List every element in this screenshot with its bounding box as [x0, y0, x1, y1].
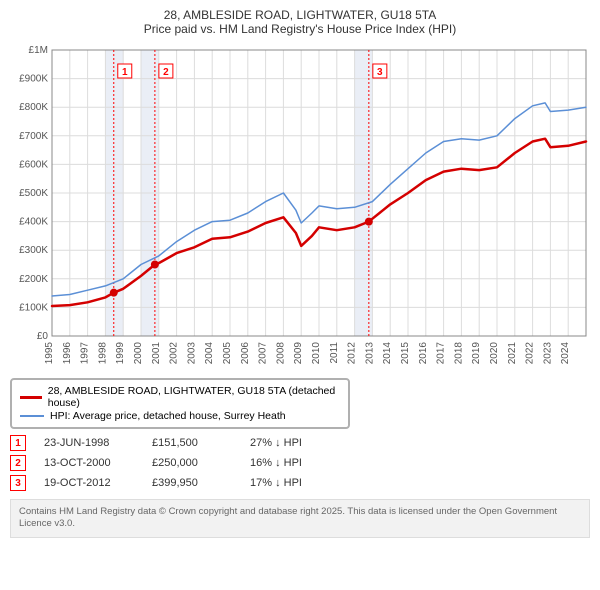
- svg-text:2013: 2013: [364, 342, 375, 365]
- sale-hpi-delta: 17% ↓ HPI: [250, 477, 340, 489]
- sale-price: £151,500: [152, 437, 232, 449]
- legend-label: 28, AMBLESIDE ROAD, LIGHTWATER, GU18 5TA…: [48, 385, 340, 409]
- svg-text:2009: 2009: [293, 342, 304, 365]
- svg-text:1996: 1996: [62, 342, 73, 365]
- sale-price: £250,000: [152, 457, 232, 469]
- sales-row: 3 19-OCT-2012 £399,950 17% ↓ HPI: [10, 475, 590, 491]
- svg-text:1997: 1997: [80, 342, 91, 365]
- svg-text:£900K: £900K: [19, 74, 48, 85]
- svg-text:2016: 2016: [418, 342, 429, 365]
- legend-item: 28, AMBLESIDE ROAD, LIGHTWATER, GU18 5TA…: [20, 385, 340, 409]
- title-line-2: Price paid vs. HM Land Registry's House …: [8, 22, 592, 36]
- sale-marker: 3: [10, 475, 26, 491]
- svg-text:£1M: £1M: [29, 45, 48, 56]
- svg-text:2019: 2019: [471, 342, 482, 365]
- svg-text:£0: £0: [37, 331, 49, 342]
- svg-text:£600K: £600K: [19, 159, 48, 170]
- svg-text:2010: 2010: [311, 342, 322, 365]
- svg-text:3: 3: [377, 67, 383, 78]
- legend-label: HPI: Average price, detached house, Surr…: [50, 410, 286, 422]
- svg-text:2004: 2004: [204, 342, 215, 365]
- svg-text:2022: 2022: [525, 342, 536, 365]
- sales-row: 1 23-JUN-1998 £151,500 27% ↓ HPI: [10, 435, 590, 451]
- sale-marker: 2: [10, 455, 26, 471]
- svg-text:1998: 1998: [97, 342, 108, 365]
- svg-text:£500K: £500K: [19, 188, 48, 199]
- svg-text:2003: 2003: [186, 342, 197, 365]
- svg-text:2011: 2011: [329, 342, 340, 364]
- svg-text:£800K: £800K: [19, 102, 48, 113]
- svg-text:2014: 2014: [382, 342, 393, 365]
- svg-text:2007: 2007: [258, 342, 269, 365]
- legend-item: HPI: Average price, detached house, Surr…: [20, 410, 340, 422]
- svg-text:1999: 1999: [115, 342, 126, 365]
- footnote: Contains HM Land Registry data © Crown c…: [10, 499, 590, 538]
- svg-text:£200K: £200K: [19, 274, 48, 285]
- sale-marker: 1: [10, 435, 26, 451]
- svg-text:£700K: £700K: [19, 131, 48, 142]
- chart-title: 28, AMBLESIDE ROAD, LIGHTWATER, GU18 5TA…: [8, 8, 592, 36]
- sales-row: 2 13-OCT-2000 £250,000 16% ↓ HPI: [10, 455, 590, 471]
- svg-text:2015: 2015: [400, 342, 411, 365]
- sale-hpi-delta: 16% ↓ HPI: [250, 457, 340, 469]
- legend-swatch: [20, 396, 42, 399]
- svg-text:2006: 2006: [240, 342, 251, 365]
- svg-text:2012: 2012: [347, 342, 358, 365]
- line-chart: £0 £100K £200K £300K £400K £500K £600K £700K £80…: [8, 42, 592, 372]
- svg-text:2020: 2020: [489, 342, 500, 365]
- legend-swatch: [20, 415, 44, 417]
- title-line-1: 28, AMBLESIDE ROAD, LIGHTWATER, GU18 5TA: [8, 8, 592, 22]
- svg-text:1: 1: [122, 67, 128, 78]
- sale-price: £399,950: [152, 477, 232, 489]
- svg-text:2021: 2021: [507, 342, 518, 365]
- svg-text:£300K: £300K: [19, 245, 48, 256]
- sale-date: 23-JUN-1998: [44, 437, 134, 449]
- svg-text:2: 2: [163, 67, 169, 78]
- sale-date: 19-OCT-2012: [44, 477, 134, 489]
- sale-date: 13-OCT-2000: [44, 457, 134, 469]
- svg-text:£400K: £400K: [19, 217, 48, 228]
- legend: 28, AMBLESIDE ROAD, LIGHTWATER, GU18 5TA…: [10, 378, 350, 429]
- chart-container: £0 £100K £200K £300K £400K £500K £600K £700K £80…: [8, 42, 592, 372]
- svg-text:2002: 2002: [169, 342, 180, 365]
- svg-text:2024: 2024: [560, 342, 571, 365]
- sales-table: 1 23-JUN-1998 £151,500 27% ↓ HPI 2 13-OCT-200…: [10, 435, 590, 491]
- svg-text:2023: 2023: [542, 342, 553, 365]
- svg-text:2008: 2008: [275, 342, 286, 365]
- svg-text:2001: 2001: [151, 342, 162, 365]
- svg-text:2018: 2018: [453, 342, 464, 365]
- svg-text:2005: 2005: [222, 342, 233, 365]
- svg-text:1995: 1995: [44, 342, 55, 365]
- svg-text:£100K: £100K: [19, 302, 48, 313]
- svg-text:2017: 2017: [436, 342, 447, 365]
- svg-text:2000: 2000: [133, 342, 144, 365]
- sale-hpi-delta: 27% ↓ HPI: [250, 437, 340, 449]
